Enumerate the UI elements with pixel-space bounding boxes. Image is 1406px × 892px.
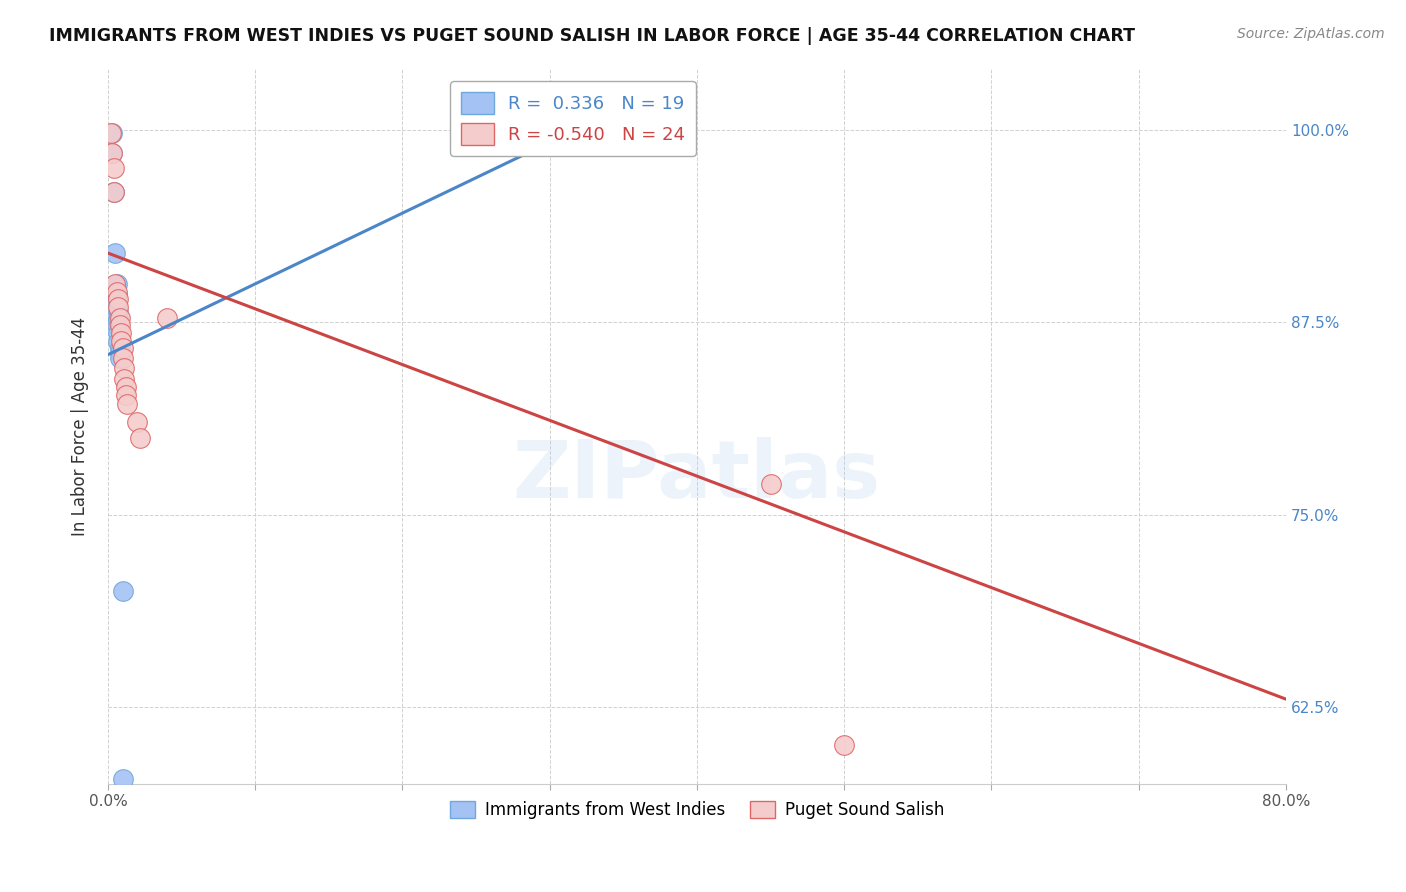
Point bbox=[111, 351, 134, 365]
Point bbox=[105, 295, 128, 310]
Point bbox=[111, 342, 134, 356]
Point bbox=[107, 326, 129, 340]
Point bbox=[108, 310, 131, 325]
Point bbox=[103, 185, 125, 199]
Point bbox=[104, 277, 127, 291]
Point bbox=[105, 285, 128, 299]
Point bbox=[107, 292, 129, 306]
Point bbox=[112, 372, 135, 386]
Point bbox=[108, 342, 131, 356]
Text: IMMIGRANTS FROM WEST INDIES VS PUGET SOUND SALISH IN LABOR FORCE | AGE 35-44 COR: IMMIGRANTS FROM WEST INDIES VS PUGET SOU… bbox=[49, 27, 1135, 45]
Point bbox=[115, 397, 138, 411]
Point bbox=[107, 314, 129, 328]
Point bbox=[110, 334, 132, 348]
Point bbox=[111, 584, 134, 599]
Point bbox=[107, 310, 129, 325]
Point bbox=[107, 335, 129, 350]
Point bbox=[114, 380, 136, 394]
Point bbox=[103, 185, 125, 199]
Point bbox=[114, 387, 136, 401]
Point bbox=[101, 146, 124, 161]
Point bbox=[105, 277, 128, 291]
Point bbox=[129, 431, 152, 445]
Y-axis label: In Labor Force | Age 35-44: In Labor Force | Age 35-44 bbox=[72, 317, 89, 536]
Legend: Immigrants from West Indies, Puget Sound Salish: Immigrants from West Indies, Puget Sound… bbox=[443, 794, 950, 825]
Point bbox=[759, 476, 782, 491]
Text: Source: ZipAtlas.com: Source: ZipAtlas.com bbox=[1237, 27, 1385, 41]
Point bbox=[105, 287, 128, 301]
Point bbox=[107, 304, 129, 318]
Point bbox=[108, 318, 131, 333]
Point bbox=[127, 415, 149, 429]
Point bbox=[101, 146, 124, 161]
Point bbox=[107, 320, 129, 334]
Point bbox=[101, 126, 124, 140]
Point bbox=[100, 126, 122, 140]
Point bbox=[110, 326, 132, 340]
Text: ZIPatlas: ZIPatlas bbox=[513, 437, 882, 516]
Point bbox=[108, 351, 131, 365]
Point bbox=[531, 120, 554, 134]
Point bbox=[832, 739, 855, 753]
Point bbox=[104, 246, 127, 260]
Point bbox=[107, 300, 129, 314]
Point bbox=[108, 346, 131, 360]
Point bbox=[111, 772, 134, 786]
Point bbox=[112, 361, 135, 376]
Point bbox=[156, 310, 179, 325]
Point bbox=[103, 161, 125, 176]
